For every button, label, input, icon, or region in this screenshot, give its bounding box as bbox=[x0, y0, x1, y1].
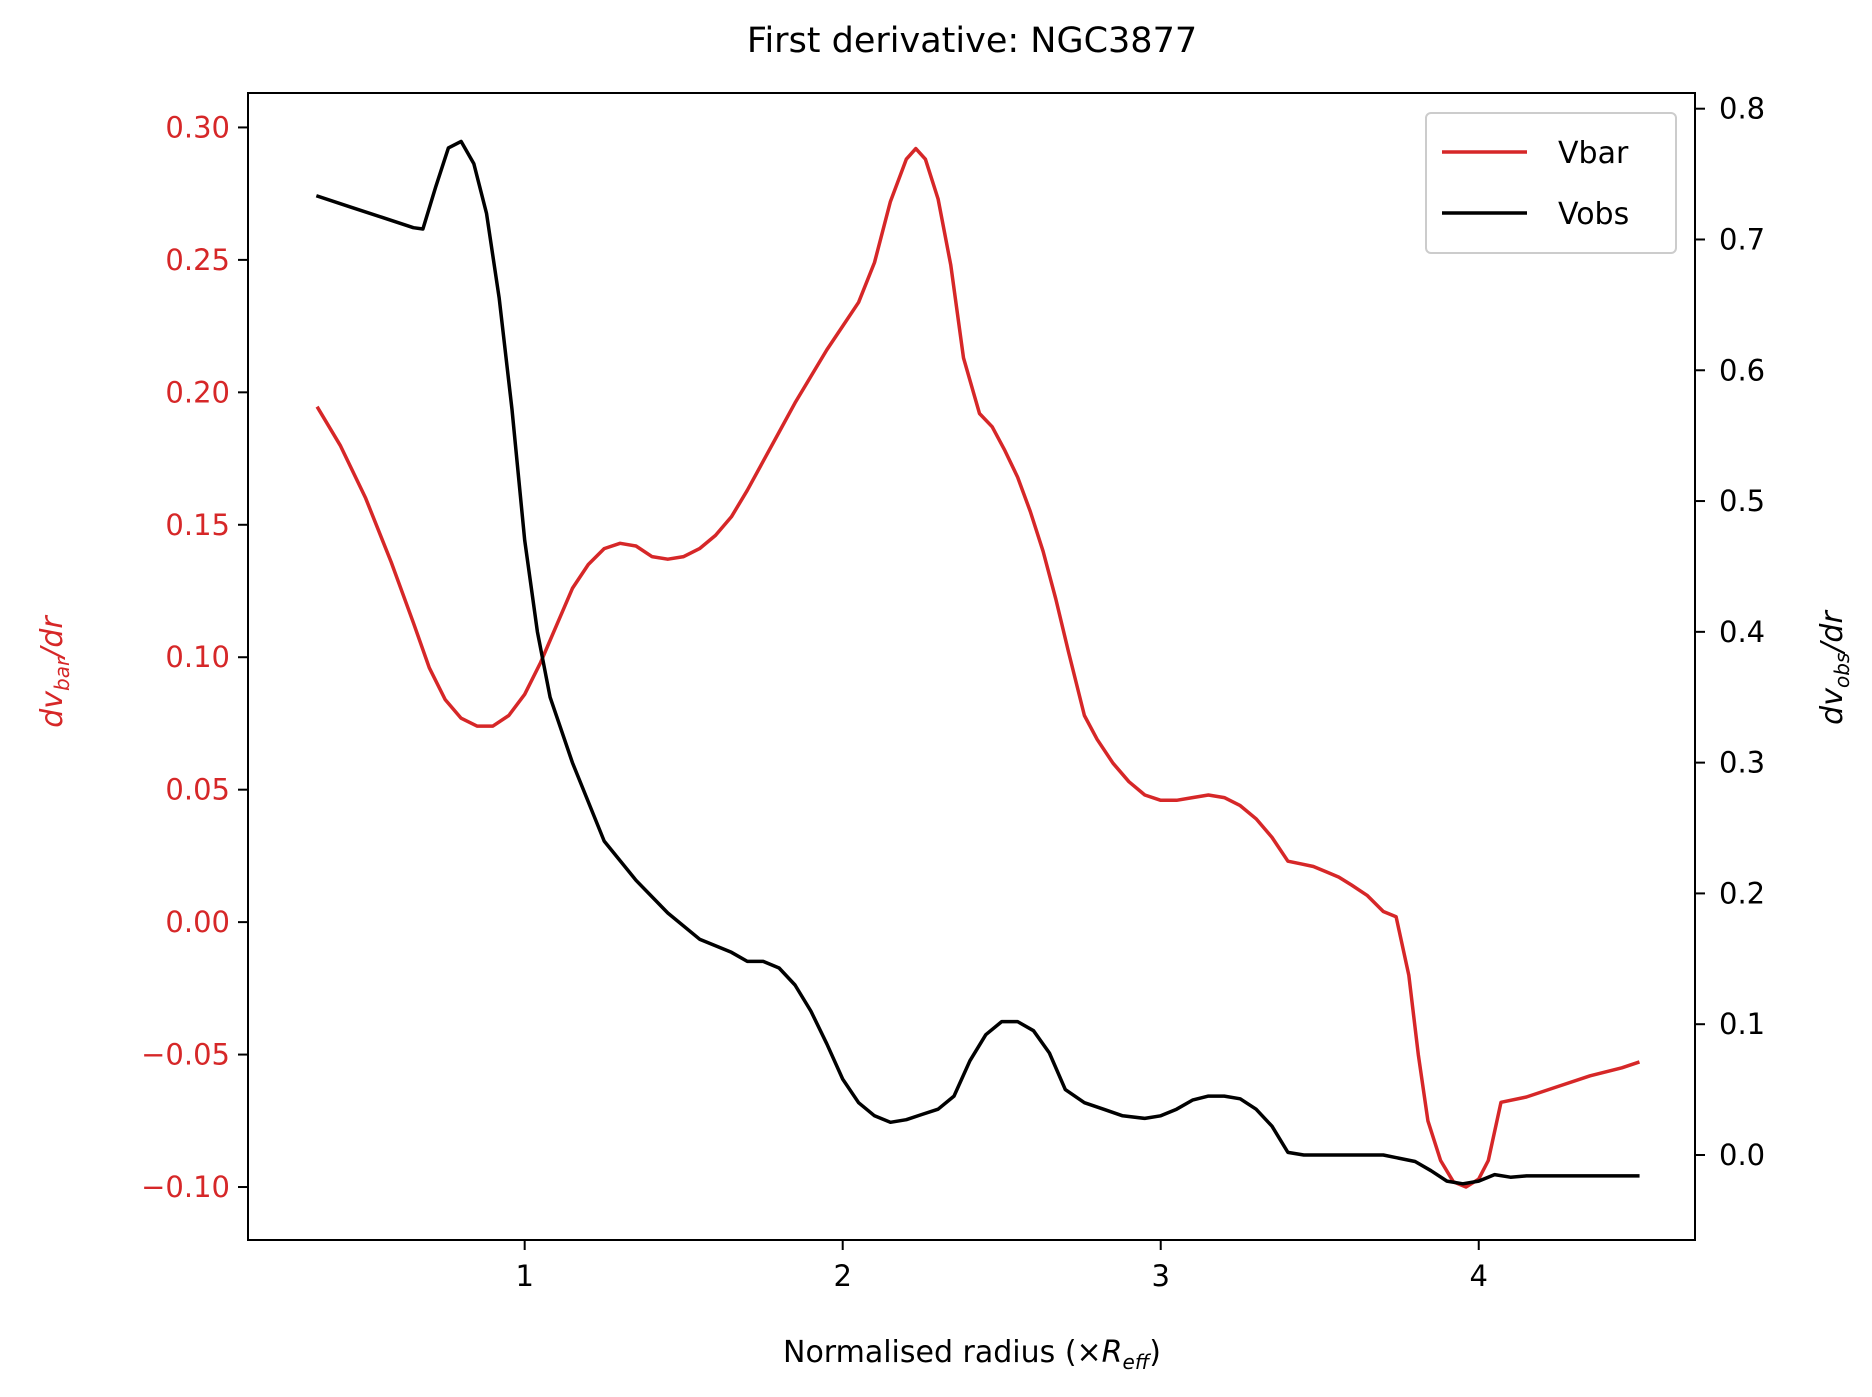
y-axis-right-label: dvobs/dr bbox=[1815, 610, 1854, 725]
x-tick-label: 4 bbox=[1470, 1259, 1488, 1293]
series-line-vobs bbox=[315, 139, 1640, 1186]
y-axis-left-label-suffix: /dr bbox=[35, 615, 70, 661]
y-right-tick-label: 0.3 bbox=[1719, 746, 1765, 780]
x-tick-label: 3 bbox=[1151, 1259, 1169, 1293]
y-left-tick-label: 0.25 bbox=[165, 243, 230, 277]
y-axis-left-label-sub: bar bbox=[50, 656, 74, 691]
y-right-tick-label: 0.8 bbox=[1719, 92, 1765, 126]
y-right-tick-label: 0.6 bbox=[1719, 353, 1765, 387]
y-right-tick-label: 0.7 bbox=[1719, 222, 1765, 256]
x-axis-label-suffix: ) bbox=[1149, 1335, 1161, 1370]
x-tick-label: 2 bbox=[833, 1259, 851, 1293]
y-axis-right-label-suffix: /dr bbox=[1815, 610, 1850, 656]
legend-vbar-label: Vbar bbox=[1558, 136, 1629, 171]
legend-box bbox=[1425, 112, 1677, 254]
y-right-tick-label: 0.2 bbox=[1719, 876, 1765, 910]
y-axis-left-label-d: dv bbox=[35, 690, 70, 728]
x-axis-label-prefix: Normalised radius (× bbox=[783, 1335, 1102, 1370]
y-right-tick-label: 0.1 bbox=[1719, 1007, 1765, 1041]
series-line-vbar bbox=[315, 146, 1641, 1189]
y-axis-left-label: dvbar/dr bbox=[35, 615, 74, 728]
y-right-tick-label: 0.0 bbox=[1719, 1138, 1765, 1172]
x-axis: 1 2 3 4 bbox=[515, 1240, 1488, 1293]
x-tick-label: 1 bbox=[515, 1259, 533, 1293]
legend: Vbar Vobs bbox=[1425, 112, 1677, 254]
x-axis-label-symbol: R bbox=[1102, 1335, 1123, 1370]
y-axis-right-label-d: dv bbox=[1815, 687, 1850, 725]
y-axis-right-label-sub: obs bbox=[1830, 653, 1854, 688]
y-left-tick-label: −0.05 bbox=[141, 1038, 230, 1072]
y-left-tick-label: 0.10 bbox=[165, 640, 230, 674]
y-left-tick-label: 0.20 bbox=[165, 375, 230, 409]
y-right-tick-label: 0.4 bbox=[1719, 615, 1765, 649]
chart-title: First derivative: NGC3877 bbox=[747, 21, 1197, 61]
y-left-tick-label: 0.05 bbox=[165, 773, 230, 807]
y-axis-right: 0.0 0.1 0.2 0.3 0.4 0.5 0.6 0.7 0.8 bbox=[1695, 92, 1765, 1172]
x-axis-label-sub: eff bbox=[1123, 1350, 1152, 1374]
y-left-tick-label: 0.30 bbox=[165, 110, 230, 144]
y-left-tick-label: −0.10 bbox=[141, 1170, 230, 1204]
y-right-tick-label: 0.5 bbox=[1719, 484, 1765, 518]
x-axis-label: Normalised radius (×Reff) bbox=[783, 1335, 1161, 1374]
plot-frame bbox=[247, 92, 1696, 1241]
y-left-tick-label: 0.00 bbox=[165, 905, 230, 939]
series-layer bbox=[315, 139, 1641, 1189]
legend-vobs-label: Vobs bbox=[1558, 197, 1629, 232]
y-axis-left: −0.10 −0.05 0.00 0.05 0.10 0.15 0.20 0.25 0.30 bbox=[141, 110, 248, 1204]
y-left-tick-label: 0.15 bbox=[165, 508, 230, 542]
